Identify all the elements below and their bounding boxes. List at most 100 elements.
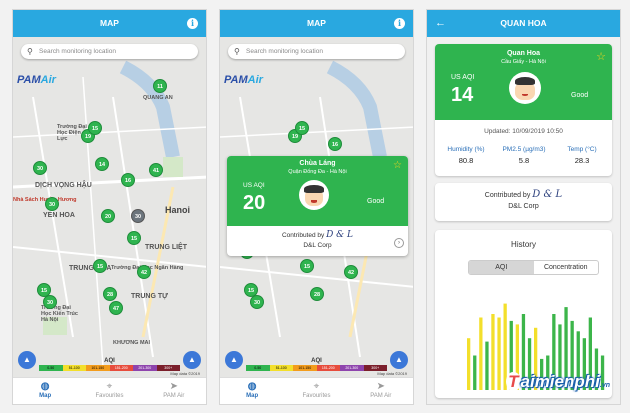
- aqi-marker[interactable]: 20: [101, 209, 115, 223]
- search-icon: ⚲: [234, 47, 240, 56]
- history-bar: [570, 320, 574, 390]
- info-icon[interactable]: i: [187, 18, 198, 29]
- tab-favourites[interactable]: ⌖ Favourites: [77, 378, 141, 404]
- tab-map[interactable]: ◍ Map: [13, 378, 77, 404]
- station-summary-card: Quan Hoa Cầu Giấy - Hà Nội ☆ US AQI 14 G…: [435, 44, 612, 176]
- aqi-marker[interactable]: 11: [153, 79, 167, 93]
- map-view[interactable]: ⚲ Search monitoring location PAMAir QUANG…: [13, 37, 206, 377]
- map-screen-popup: MAP i ⚲ Search monitoring location PAMAir…: [219, 9, 414, 405]
- info-icon[interactable]: i: [394, 18, 405, 29]
- history-bar: [576, 331, 580, 390]
- aqi-marker[interactable]: 42: [137, 265, 151, 279]
- expand-up-button[interactable]: ▲: [18, 351, 36, 369]
- history-bar: [564, 307, 568, 390]
- map-place-label: TRUNG LIỆT: [145, 244, 187, 251]
- history-bar: [503, 303, 507, 390]
- station-address: Quận Đống Đa - Hà Nội: [288, 169, 347, 175]
- history-bar: [540, 358, 544, 390]
- contributor-name: D&L Corp: [303, 242, 332, 249]
- history-toggle: AQI Concentration: [468, 260, 599, 275]
- pam-air-logo: PAMAir: [17, 74, 56, 86]
- history-bar: [491, 314, 495, 390]
- tab-concentration[interactable]: Concentration: [543, 264, 588, 271]
- search-input[interactable]: ⚲ Search monitoring location: [228, 44, 405, 59]
- top-bar: ← QUAN HOA: [427, 10, 620, 37]
- aqi-marker[interactable]: 41: [149, 163, 163, 177]
- map-place-label: Hanoi: [165, 205, 191, 215]
- aqi-marker[interactable]: 16: [121, 173, 135, 187]
- screen-title: MAP: [100, 18, 119, 28]
- screen-title: QUAN HOA: [500, 18, 547, 28]
- search-input[interactable]: ⚲ Search monitoring location: [21, 44, 198, 59]
- aqi-marker[interactable]: 15: [127, 231, 141, 245]
- tab-pam-air[interactable]: ➤ PAM Air: [349, 378, 413, 404]
- history-bar: [473, 355, 477, 390]
- map-place-label: TRUNG HÒA: [69, 265, 112, 272]
- contributor-card: Contributed by D & L D&L Corp: [435, 183, 612, 221]
- history-bar: [521, 314, 526, 390]
- map-place-label: KHƯƠNG MAI: [113, 340, 151, 346]
- aqi-marker[interactable]: 42: [344, 265, 358, 279]
- map-screen: MAP i ⚲ Search monitoring location PAMAir…: [12, 9, 207, 405]
- chevron-right-icon[interactable]: ›: [394, 238, 404, 248]
- history-bar: [515, 324, 519, 390]
- aqi-marker[interactable]: 14: [95, 157, 109, 171]
- globe-icon: ◍: [247, 381, 257, 392]
- locate-button[interactable]: ▲: [183, 351, 201, 369]
- history-bar: [546, 355, 550, 390]
- map-place-label: Trường Đại Học Điện Lực: [57, 124, 87, 142]
- tab-map[interactable]: ◍ Map: [220, 378, 284, 404]
- history-bar: [485, 341, 489, 390]
- aqi-marker[interactable]: 15: [295, 121, 309, 135]
- map-place-label: Trường Đại Học Kiến Trúc Hà Nội: [41, 305, 78, 323]
- face-icon: [299, 180, 329, 210]
- map-place-label: DỊCH VỌNG HẬU: [35, 182, 92, 189]
- station-name: Quan Hoa: [506, 50, 541, 57]
- contributor-logo: D & L: [532, 189, 563, 200]
- aqi-status: Good: [571, 92, 589, 99]
- history-bar: [467, 338, 471, 390]
- aqi-marker[interactable]: 16: [328, 137, 342, 151]
- aqi-marker[interactable]: 47: [109, 301, 123, 315]
- map-credit: Map data ©2019: [377, 371, 407, 376]
- tab-aqi[interactable]: AQI: [469, 261, 534, 274]
- aqi-marker[interactable]: 28: [310, 287, 324, 301]
- back-arrow-icon[interactable]: ←: [435, 17, 446, 29]
- send-icon: ➤: [376, 381, 386, 392]
- aqi-label: US AQI: [243, 182, 265, 189]
- aqi-marker[interactable]: 15: [93, 259, 107, 273]
- aqi-marker[interactable]: 30: [43, 295, 57, 309]
- bottom-tab-bar: ◍ Map ⌖ Favourites ➤ PAM Air: [13, 377, 206, 404]
- station-detail-screen: ← QUAN HOA Quan Hoa Cầu Giấy - Hà Nội ☆ …: [426, 9, 621, 405]
- temp-metric: Temp (°C) 28.3: [567, 146, 597, 165]
- contributor-name: D&L Corp: [508, 203, 539, 210]
- station-popup-card[interactable]: Chùa Láng Quận Đống Đa - Hà Nội ☆ US AQI…: [227, 156, 408, 256]
- contributor-logo: D & L: [326, 230, 354, 240]
- aqi-marker-selected[interactable]: 30: [131, 209, 145, 223]
- star-icon[interactable]: ☆: [596, 51, 606, 63]
- aqi-marker[interactable]: 15: [88, 121, 102, 135]
- search-icon: ⚲: [27, 47, 33, 56]
- history-card: History AQI Concentration: [435, 230, 612, 398]
- map-place-label: QUANG AN: [143, 95, 173, 101]
- history-bar: [509, 320, 513, 390]
- top-bar: MAP i: [13, 10, 206, 37]
- locate-button[interactable]: ▲: [390, 351, 408, 369]
- tab-favourites[interactable]: ⌖ Favourites: [284, 378, 348, 404]
- map-roads: [13, 60, 206, 368]
- aqi-marker[interactable]: 15: [300, 259, 314, 273]
- aqi-marker[interactable]: 30: [33, 161, 47, 175]
- aqi-marker[interactable]: 30: [45, 197, 59, 211]
- expand-up-button[interactable]: ▲: [225, 351, 243, 369]
- aqi-value: 20: [243, 192, 266, 214]
- aqi-marker[interactable]: 28: [103, 287, 117, 301]
- history-chart: [467, 303, 605, 390]
- station-name: Chùa Láng: [299, 160, 336, 167]
- tab-pam-air[interactable]: ➤ PAM Air: [142, 378, 206, 404]
- face-icon: [509, 72, 541, 104]
- aqi-marker[interactable]: 30: [250, 295, 264, 309]
- send-icon: ➤: [169, 381, 179, 392]
- detail-body: Quan Hoa Cầu Giấy - Hà Nội ☆ US AQI 14 G…: [427, 37, 620, 404]
- star-icon[interactable]: ☆: [393, 160, 402, 171]
